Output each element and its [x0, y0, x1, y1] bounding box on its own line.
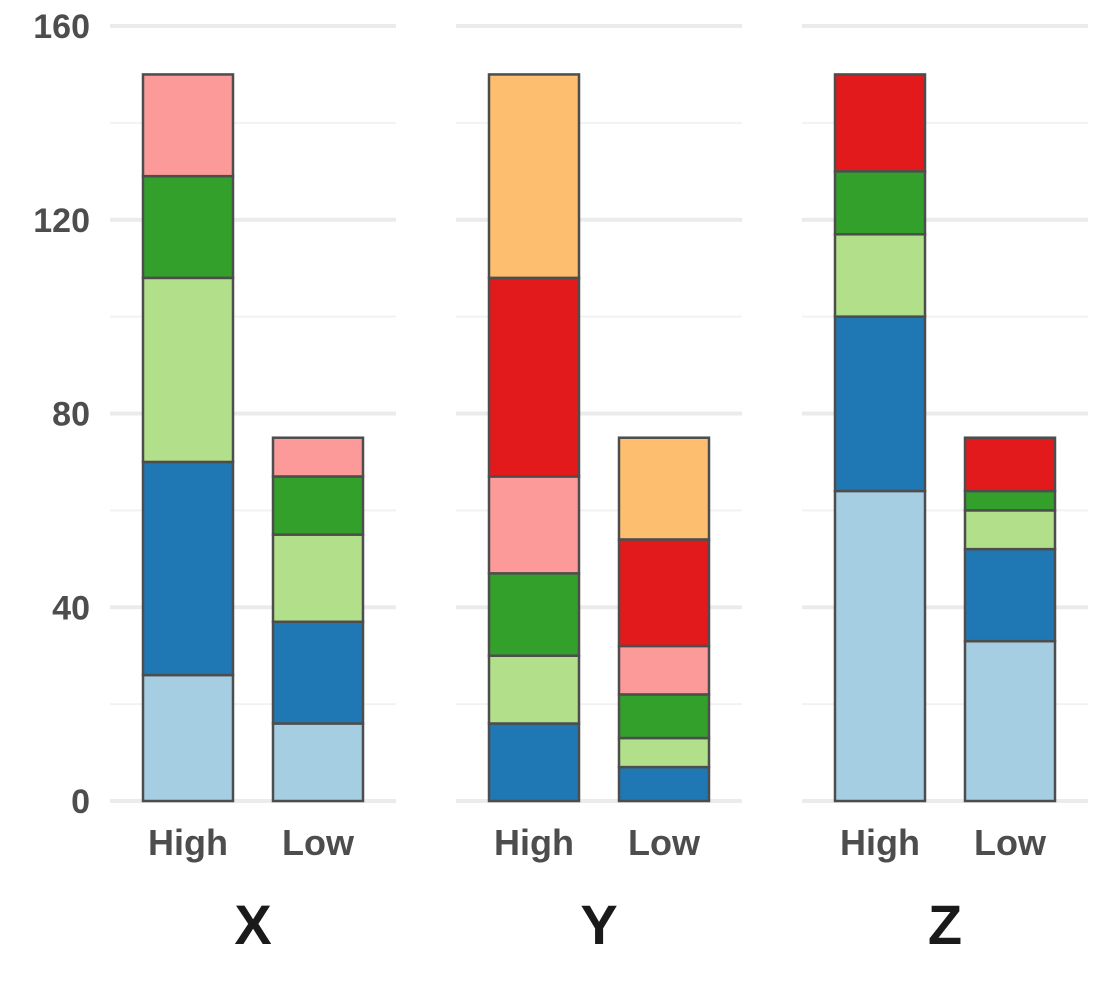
bar-segment-low-light-green	[271, 533, 365, 624]
panel-label: Y	[580, 893, 617, 956]
bar-segment-low-light-green	[963, 509, 1057, 551]
bar-segment-high-light-green	[487, 654, 581, 725]
bar-segment-low-dark-green	[617, 693, 711, 740]
x-tick-label: Low	[974, 822, 1047, 863]
bar-segment-low-dark-blue	[963, 547, 1057, 643]
panel-x: High Low X	[141, 73, 365, 956]
bar-segment-high-dark-green	[141, 174, 235, 280]
panel-y: High Low Y	[487, 73, 711, 956]
y-tick-label: 120	[33, 202, 90, 240]
x-tick-label: High	[148, 822, 228, 863]
x-tick-label: High	[840, 822, 920, 863]
bar-segment-low-light-blue	[271, 722, 365, 803]
panel-label: Z	[928, 893, 962, 956]
bar-segment-high-red	[833, 73, 927, 173]
bar-segment-low-dark-green	[963, 489, 1057, 512]
gridlines	[110, 24, 1088, 803]
bar-segment-low-dark-blue	[617, 765, 711, 803]
bar-segment-low-light-blue	[963, 639, 1057, 803]
bar-segment-low-orange	[617, 436, 711, 541]
bar-segment-low-pink	[271, 436, 365, 478]
panel-z: High Low Z	[833, 73, 1057, 956]
bar-segment-high-dark-blue	[833, 315, 927, 493]
bar-segment-low-dark-green	[271, 475, 365, 536]
bar-segment-high-dark-blue	[487, 722, 581, 803]
bar-segment-high-pink	[487, 475, 581, 575]
bar-segment-low-light-green	[617, 736, 711, 769]
y-tick-label: 160	[33, 8, 90, 46]
bar-segment-high-light-green	[141, 276, 235, 464]
bar-segment-high-dark-green	[487, 572, 581, 657]
y-tick-label: 40	[52, 589, 90, 627]
x-tick-label: High	[494, 822, 574, 863]
y-tick-label: 80	[52, 396, 90, 434]
x-tick-label: Low	[628, 822, 701, 863]
bar-segment-high-pink	[141, 73, 235, 178]
panel-label: X	[234, 893, 271, 956]
bar-segment-low-red	[617, 538, 711, 648]
bar-segment-high-dark-green	[833, 170, 927, 236]
x-tick-label: Low	[282, 822, 355, 863]
bar-segment-high-red	[487, 276, 581, 478]
bar-segment-high-orange	[487, 73, 581, 280]
bar-segment-high-light-blue	[141, 673, 235, 803]
bar-segment-high-light-blue	[833, 489, 927, 803]
bar-segment-low-red	[963, 436, 1057, 493]
bar-segment-high-light-green	[833, 233, 927, 318]
bar-segment-low-dark-blue	[271, 620, 365, 725]
bar-segment-high-dark-blue	[141, 460, 235, 677]
bar-segment-low-pink	[617, 644, 711, 696]
y-tick-label: 0	[71, 783, 90, 821]
